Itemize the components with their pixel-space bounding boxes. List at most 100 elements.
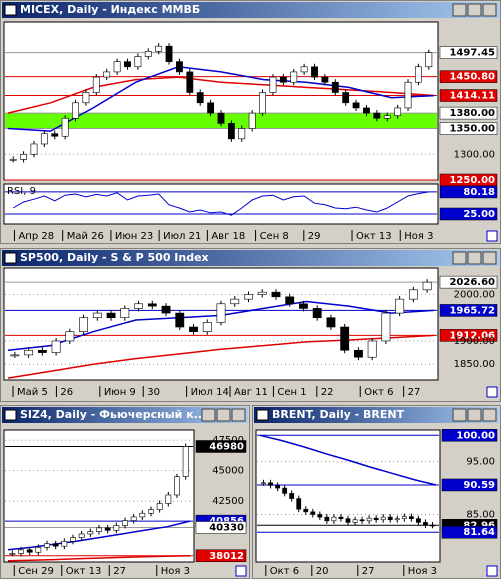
window-button[interactable] <box>467 251 482 265</box>
window-button[interactable] <box>231 408 246 422</box>
window-button[interactable] <box>452 408 467 422</box>
date-label: Июл 14 <box>191 387 229 398</box>
candle <box>321 76 329 83</box>
candle <box>324 516 330 522</box>
price-label: 1414.11 <box>449 91 495 102</box>
price-label: 1965.72 <box>449 305 495 316</box>
candle <box>381 312 391 342</box>
candle <box>103 71 111 78</box>
candle <box>155 45 163 52</box>
candle <box>26 549 33 553</box>
candle <box>9 159 17 161</box>
date-label: 26 <box>60 387 73 398</box>
price-box <box>439 304 498 317</box>
moving-average <box>259 434 437 486</box>
price-label: 1250.00 <box>449 175 495 186</box>
candle <box>261 482 266 485</box>
date-label: 20 <box>316 566 329 577</box>
price-label: 45000 <box>212 466 244 477</box>
candle <box>96 527 102 532</box>
scroll-icon[interactable] <box>486 230 498 242</box>
date-label: Окт 13 <box>356 231 392 242</box>
candle <box>269 76 277 93</box>
window-icon <box>4 252 17 264</box>
candle <box>423 522 428 526</box>
candle <box>310 511 316 515</box>
candle <box>303 508 309 513</box>
candle <box>312 308 322 319</box>
candle <box>182 446 189 478</box>
candle <box>300 66 308 73</box>
price-label: 1350.00 <box>449 124 495 135</box>
candle <box>408 289 418 300</box>
candle <box>401 516 407 520</box>
price-box <box>439 329 498 342</box>
price-label: 1900.00 <box>454 336 495 347</box>
candle <box>87 531 94 535</box>
candle <box>244 294 253 300</box>
candle <box>175 312 185 328</box>
window-button[interactable] <box>482 3 497 17</box>
price-label: 90.59 <box>463 480 495 491</box>
date-label: 27 <box>113 566 126 577</box>
candle <box>202 322 212 332</box>
candle <box>52 543 59 547</box>
moving-average <box>7 555 191 562</box>
candle <box>259 92 266 114</box>
price-box <box>441 525 498 539</box>
price-label: 82.96 <box>463 520 495 531</box>
candle <box>373 112 381 119</box>
date-label: Май 5 <box>17 387 48 398</box>
candle <box>271 291 281 298</box>
candle <box>422 281 432 291</box>
candle <box>147 303 157 307</box>
candle <box>342 92 350 104</box>
window-button[interactable] <box>482 251 497 265</box>
candle <box>289 493 295 499</box>
window-title: SIZ4, Daily - Фьючерсный к... <box>20 408 206 421</box>
candle <box>113 525 120 531</box>
candle <box>78 533 85 538</box>
scroll-icon[interactable] <box>486 386 498 398</box>
candle <box>104 527 111 531</box>
candle <box>196 92 204 104</box>
title-bar <box>2 407 248 423</box>
price-label: 95.00 <box>466 457 495 468</box>
candle <box>51 133 59 137</box>
candle <box>227 123 235 140</box>
date-label: Окт 6 <box>364 387 393 398</box>
candle <box>340 326 350 351</box>
price-label: 2026.60 <box>449 277 495 288</box>
candle <box>331 516 337 522</box>
candle <box>24 349 34 356</box>
candle <box>207 102 215 114</box>
scroll-icon[interactable] <box>235 565 247 577</box>
title-bar <box>2 250 499 266</box>
candle <box>174 476 180 496</box>
price-label: 81.64 <box>463 527 495 538</box>
window-button[interactable] <box>482 408 497 422</box>
candle <box>35 547 42 553</box>
price-label: 1380.00 <box>449 108 495 119</box>
candle <box>44 543 50 548</box>
window-button[interactable] <box>452 251 467 265</box>
candle <box>130 516 137 521</box>
window-button[interactable] <box>467 3 482 17</box>
candle <box>353 349 363 358</box>
window-button[interactable] <box>216 408 231 422</box>
window-button[interactable] <box>467 408 482 422</box>
candle <box>331 81 339 93</box>
date-label: Авг 11 <box>234 387 268 398</box>
price-box <box>439 89 498 102</box>
window-button[interactable] <box>201 408 216 422</box>
scroll-icon[interactable] <box>486 565 498 577</box>
price-label: 1912.06 <box>449 330 495 341</box>
candle <box>189 326 198 332</box>
candle <box>120 308 130 319</box>
rsi-area <box>3 183 439 225</box>
window-button[interactable] <box>452 3 467 17</box>
date-label: Июл 21 <box>163 231 201 242</box>
date-label: 30 <box>147 387 160 398</box>
candle <box>217 112 225 124</box>
